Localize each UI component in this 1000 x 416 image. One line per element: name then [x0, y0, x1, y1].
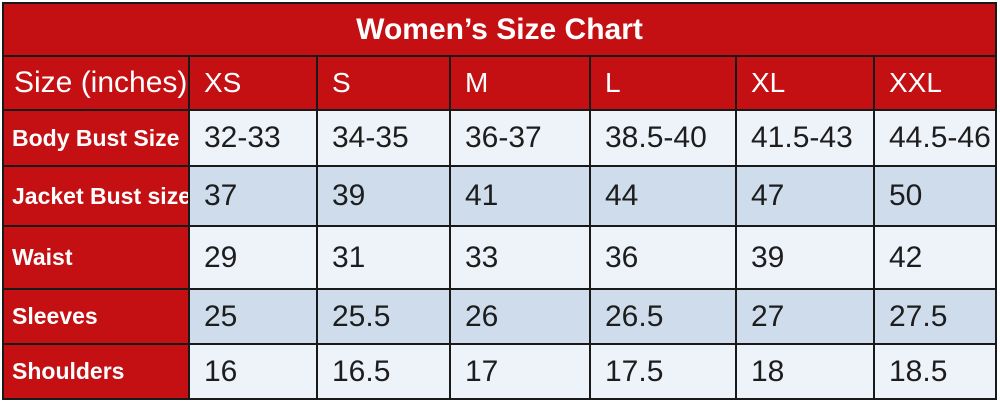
cell-shoulders-l: 17.5	[589, 343, 737, 400]
table-row-jacket-bust-size: Jacket Bust size 37 39 41 44 47 50	[2, 165, 998, 227]
table-row-sleeves: Sleeves 25 25.5 26 26.5 27 27.5	[2, 288, 998, 345]
cell-body-bust-xs: 32-33	[188, 109, 318, 167]
size-chart-container: Women’s Size Chart Size (inches) XS S M …	[1, 2, 998, 400]
table-row-waist: Waist 29 31 33 36 39 42	[2, 225, 998, 290]
column-header-l: L	[589, 55, 737, 111]
row-label-sleeves: Sleeves	[2, 288, 190, 345]
column-header-m: M	[449, 55, 591, 111]
cell-waist-l: 36	[589, 225, 737, 290]
row-label-jacket-bust-size: Jacket Bust size	[2, 165, 190, 227]
cell-sleeves-xs: 25	[188, 288, 318, 345]
cell-jacket-bust-l: 44	[589, 165, 737, 227]
cell-shoulders-xl: 18	[735, 343, 875, 400]
table-row-shoulders: Shoulders 16 16.5 17 17.5 18 18.5	[2, 343, 998, 400]
row-label-waist: Waist	[2, 225, 190, 290]
column-header-s: S	[316, 55, 451, 111]
cell-body-bust-xl: 41.5-43	[735, 109, 875, 167]
cell-waist-xxl: 42	[872, 225, 998, 290]
column-header-row: Size (inches) XS S M L XL XXL	[2, 55, 998, 111]
cell-body-bust-m: 36-37	[449, 109, 591, 167]
cell-jacket-bust-s: 39	[316, 165, 451, 227]
cell-waist-xl: 39	[735, 225, 875, 290]
cell-jacket-bust-xs: 37	[188, 165, 318, 227]
cell-shoulders-s: 16.5	[316, 343, 451, 400]
chart-title: Women’s Size Chart	[1, 2, 998, 57]
cell-sleeves-xl: 27	[735, 288, 875, 345]
size-chart-table: Women’s Size Chart Size (inches) XS S M …	[1, 2, 998, 400]
row-label-body-bust-size: Body Bust Size	[2, 109, 190, 167]
cell-sleeves-xxl: 27.5	[872, 288, 998, 345]
cell-waist-xs: 29	[188, 225, 318, 290]
cell-waist-m: 33	[449, 225, 591, 290]
cell-sleeves-l: 26.5	[589, 288, 737, 345]
cell-body-bust-xxl: 44.5-46	[872, 109, 998, 167]
cell-waist-s: 31	[316, 225, 451, 290]
cell-body-bust-l: 38.5-40	[589, 109, 737, 167]
column-header-size-inches: Size (inches)	[2, 55, 190, 111]
cell-shoulders-xxl: 18.5	[872, 343, 998, 400]
cell-jacket-bust-xxl: 50	[872, 165, 998, 227]
cell-shoulders-m: 17	[449, 343, 591, 400]
column-header-xxl: XXL	[872, 55, 998, 111]
cell-sleeves-s: 25.5	[316, 288, 451, 345]
cell-body-bust-s: 34-35	[316, 109, 451, 167]
cell-sleeves-m: 26	[449, 288, 591, 345]
row-label-shoulders: Shoulders	[2, 343, 190, 400]
cell-jacket-bust-xl: 47	[735, 165, 875, 227]
cell-shoulders-xs: 16	[188, 343, 318, 400]
title-row: Women’s Size Chart	[1, 2, 998, 57]
column-header-xl: XL	[735, 55, 875, 111]
cell-jacket-bust-m: 41	[449, 165, 591, 227]
column-header-xs: XS	[188, 55, 318, 111]
table-row-body-bust-size: Body Bust Size 32-33 34-35 36-37 38.5-40…	[2, 109, 998, 167]
